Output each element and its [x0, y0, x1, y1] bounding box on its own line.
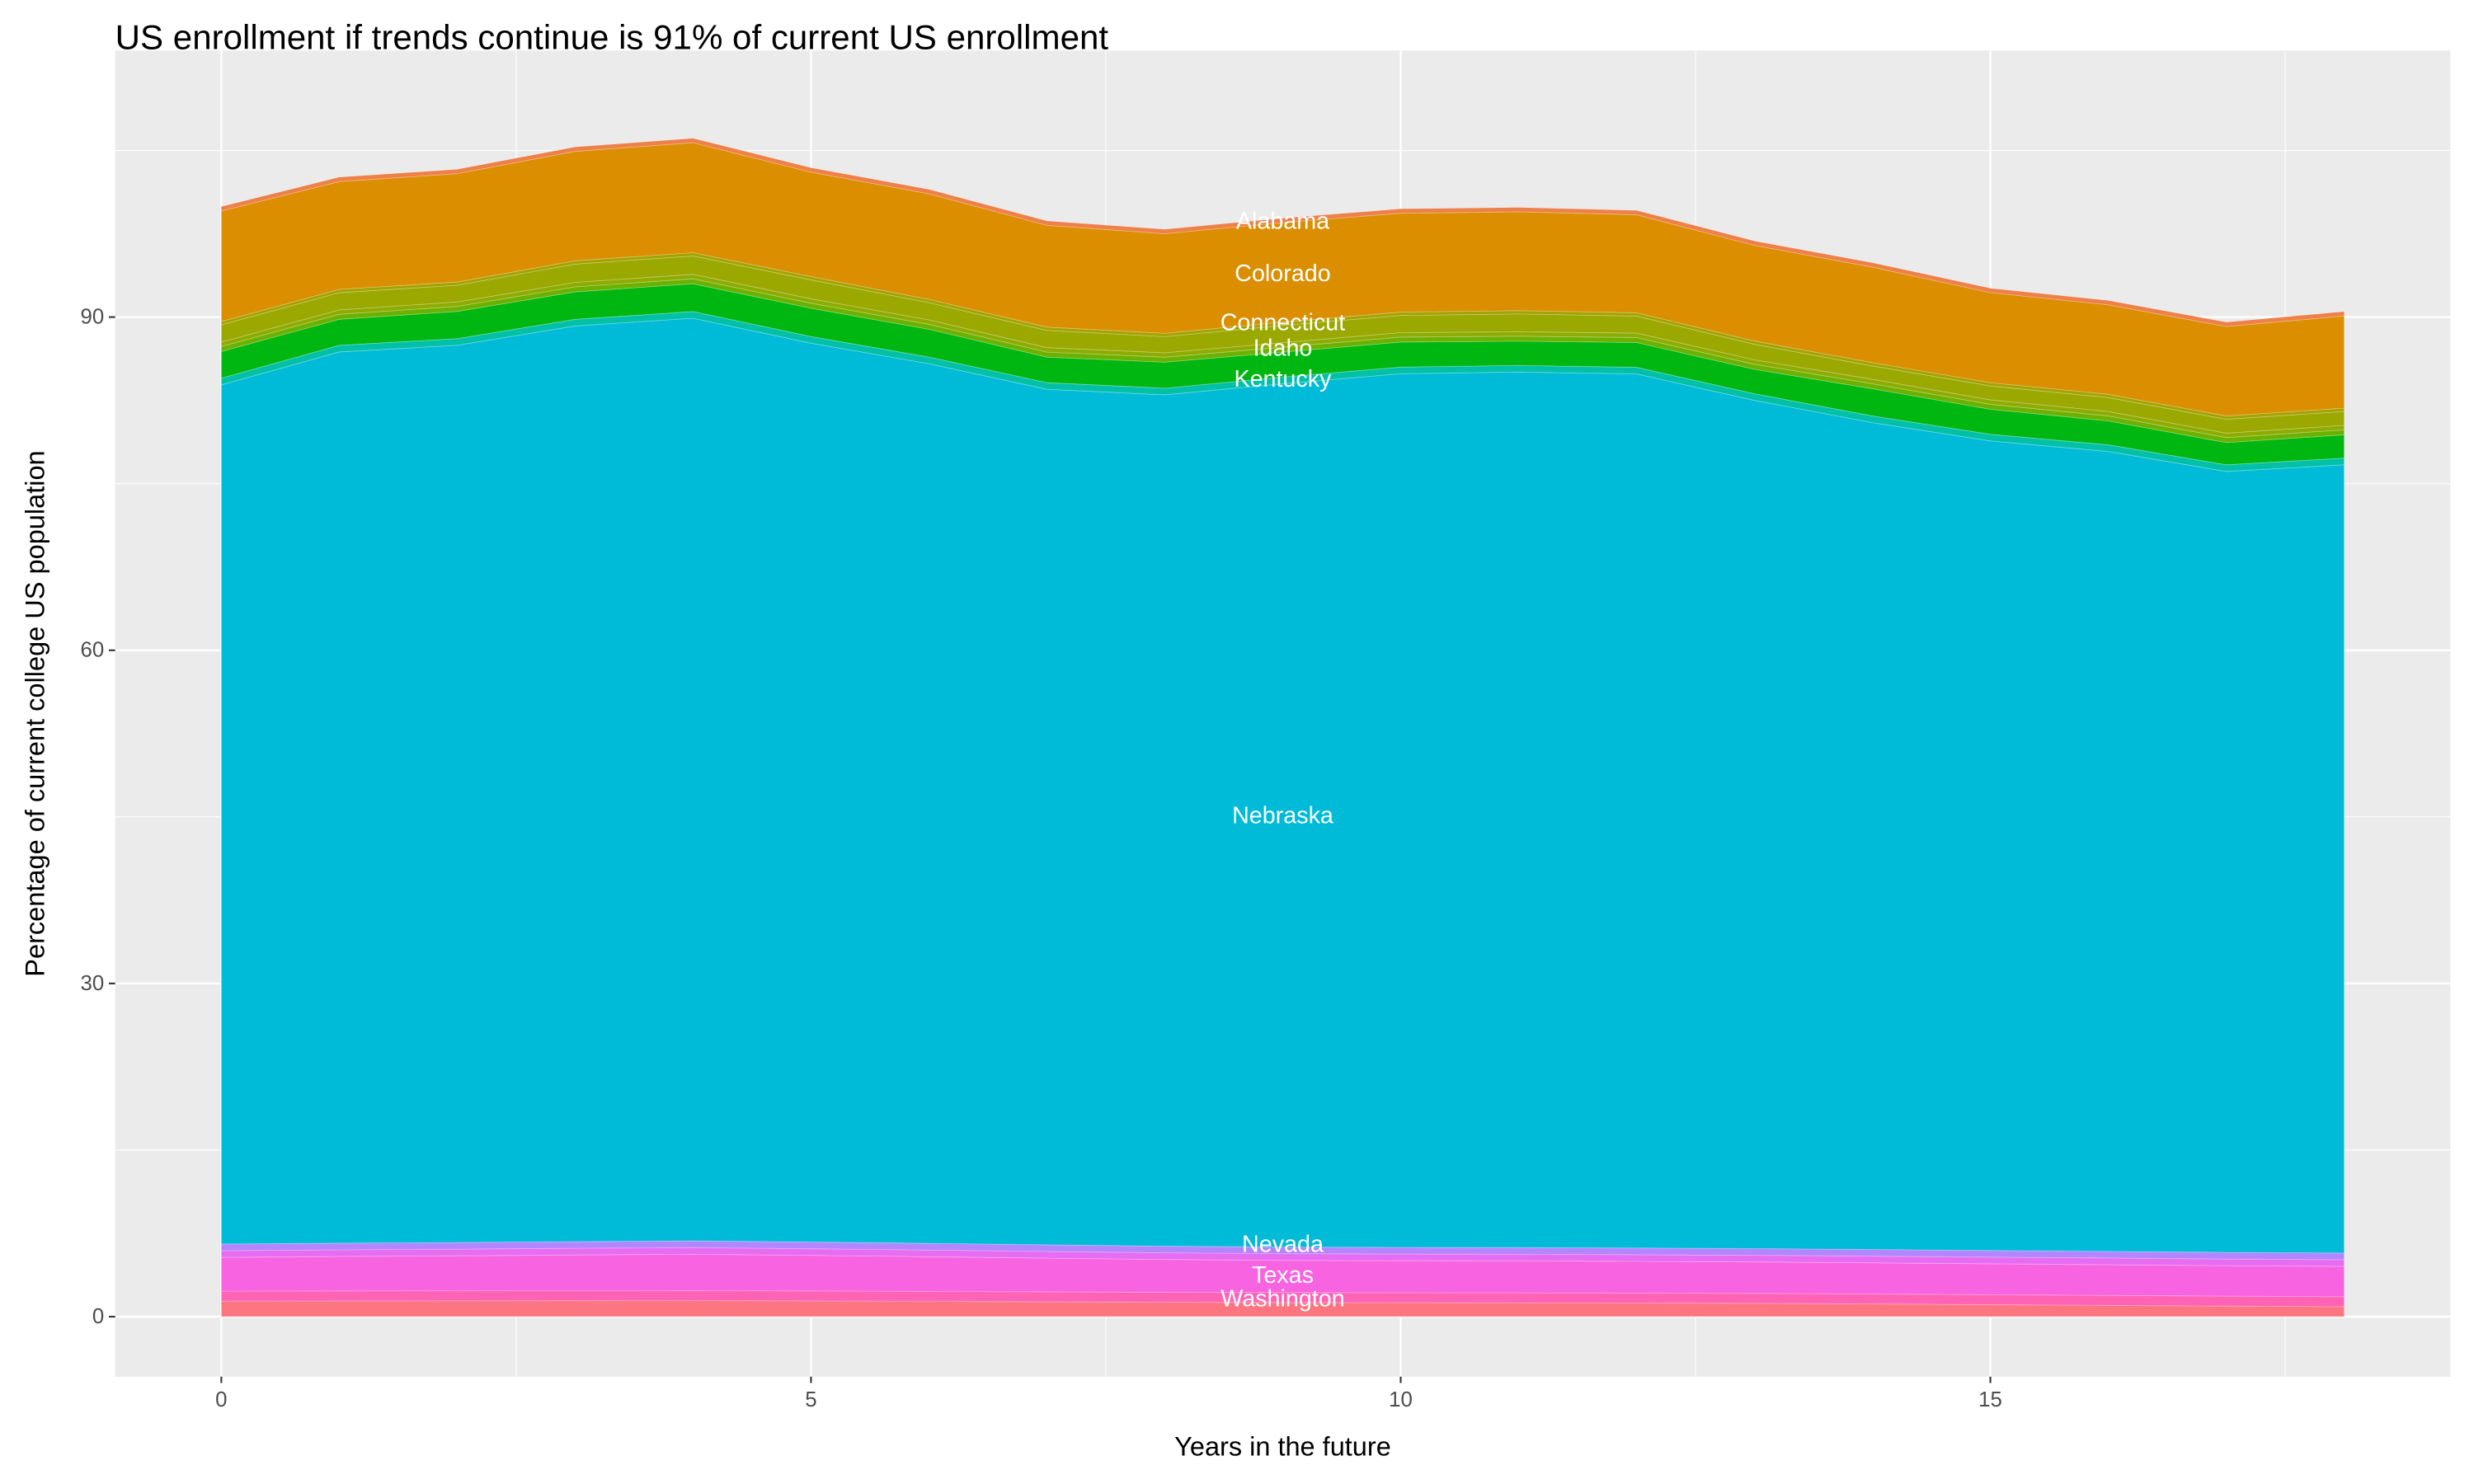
area-series-1: [220, 1289, 2345, 1308]
area-label-connecticut: Connecticut: [1221, 309, 1346, 336]
y-axis-title: Percentage of current college US populat…: [21, 450, 50, 976]
area-label-idaho: Idaho: [1253, 335, 1313, 361]
area-layers: [220, 138, 2345, 1317]
area-nebraska: [220, 317, 2345, 1254]
x-tick-label: 15: [1978, 1388, 2002, 1411]
y-tick-label: 60: [81, 639, 105, 662]
y-tick-label: 0: [92, 1305, 104, 1328]
x-tick-label: 10: [1389, 1388, 1413, 1411]
y-tick-label: 90: [81, 306, 105, 329]
area-label-nevada: Nevada: [1242, 1231, 1324, 1257]
area-connecticut: [220, 256, 2345, 434]
area-label-kentucky: Kentucky: [1234, 366, 1332, 392]
area-label-alabama: Alabama: [1236, 209, 1329, 235]
x-axis-title: Years in the future: [1174, 1432, 1391, 1462]
x-tick-label: 5: [805, 1388, 816, 1411]
y-tick-label: 30: [81, 972, 105, 995]
area-idaho: [220, 278, 2345, 444]
axes: 0 5 10 15 0 30 60 90: [81, 306, 2002, 1412]
area-series-11: [220, 251, 2345, 420]
area-label-colorado: Colorado: [1235, 261, 1330, 287]
area-series-6: [220, 311, 2345, 472]
x-tick-label: 0: [215, 1388, 227, 1411]
area-label-texas: Texas: [1252, 1262, 1314, 1289]
top-outline: [221, 138, 2345, 325]
area-label-nebraska: Nebraska: [1232, 802, 1333, 829]
area-label-washington: Washington: [1221, 1285, 1344, 1312]
chart-title: US enrollment if trends continue is 91% …: [115, 17, 1109, 56]
area-nevada: [220, 1240, 2345, 1261]
